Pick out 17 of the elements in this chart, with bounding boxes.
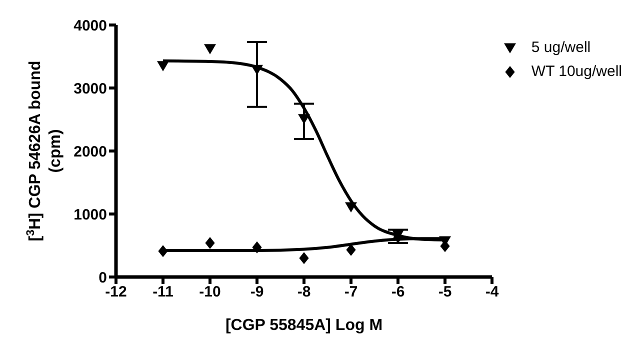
x-tick-label: -6 <box>391 284 405 301</box>
x-tick-label: -10 <box>199 284 221 301</box>
x-tick-label: -8 <box>297 284 311 301</box>
y-tick-label: 2000 <box>74 143 107 160</box>
legend-label: 5 ug/well <box>531 38 591 58</box>
x-tick-label: -4 <box>485 284 500 301</box>
y-tick-label: 3000 <box>74 80 107 98</box>
x-axis-title: [CGP 55845A] Log M <box>225 317 383 334</box>
y-tick-label: 0 <box>98 269 107 286</box>
legend-label: WT 10ug/well <box>531 62 622 82</box>
y-tick-label: 4000 <box>74 17 107 34</box>
x-tick-label: -12 <box>105 284 127 301</box>
y-tick-label: 1000 <box>74 206 107 224</box>
x-tick-label: -9 <box>250 284 264 301</box>
x-tick-label: -7 <box>344 284 358 301</box>
x-tick-label: -11 <box>152 284 174 301</box>
x-tick-label: -5 <box>438 284 452 301</box>
